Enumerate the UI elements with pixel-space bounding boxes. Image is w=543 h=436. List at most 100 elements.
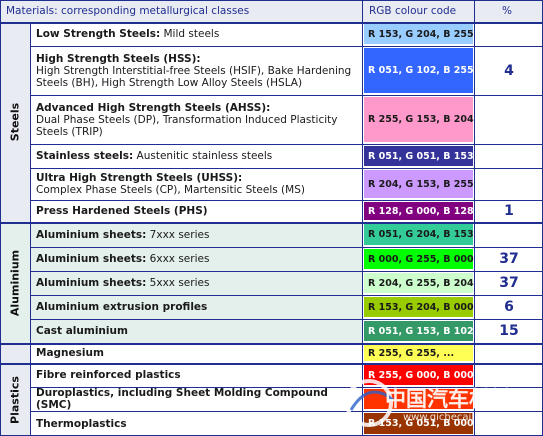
material-title: High Strength Steels (HSS):	[36, 52, 201, 65]
material-cell: Ultra High Strength Steels (UHSS): Comple…	[30, 168, 362, 200]
rgb-swatch: R 204, G 255, B 204	[364, 273, 474, 293]
rgb-swatch: R 128, G 000, B 128	[364, 202, 474, 220]
material-cell: Cast aluminium	[30, 319, 362, 343]
material-title: Duroplastics, including Sheet Molding Co…	[36, 387, 328, 411]
group-label-steels: Steels	[8, 102, 22, 142]
material-sub: Dual Phase Steels (DP), Transformation I…	[36, 113, 338, 138]
material-cell: Thermoplastics	[30, 411, 362, 436]
percent-value	[475, 411, 543, 436]
material-sub: Austenitic stainless steels	[136, 150, 273, 162]
column-divider-rgb	[362, 0, 363, 436]
rgb-swatch: R 051, G 153, B 102	[364, 321, 474, 341]
percent-value	[475, 363, 543, 387]
material-cell: Duroplastics, including Sheet Molding Co…	[30, 387, 362, 411]
rgb-swatch: R 051, G 051, B 153	[364, 146, 474, 166]
material-sub: Complex Phase Steels (CP), Martensitic S…	[36, 184, 305, 196]
group-divider	[30, 22, 31, 436]
material-sub: 5xxx series	[149, 277, 210, 289]
group-divider-line	[0, 363, 543, 365]
row-divider	[30, 271, 543, 272]
rgb-swatch: R 051, G 102, B 255	[364, 48, 474, 93]
material-cell: Aluminium extrusion profiles	[30, 295, 362, 319]
table-row: Cast aluminium R 051, G 153, B 102 15	[30, 319, 543, 343]
material-title: Press Hardened Steels (PHS)	[36, 205, 208, 217]
material-title: Thermoplastics	[36, 417, 127, 430]
material-sub: Mild steels	[163, 28, 220, 40]
percent-value	[475, 144, 543, 168]
material-cell: Press Hardened Steels (PHS)	[30, 200, 362, 222]
material-title: Fibre reinforced plastics	[36, 369, 181, 381]
table-row: High Strength Steels (HSS): High Strength…	[30, 46, 543, 95]
material-title: Aluminium extrusion profiles	[36, 301, 208, 313]
percent-value	[475, 222, 543, 247]
row-divider	[30, 95, 543, 96]
material-cell: Fibre reinforced plastics	[30, 363, 362, 387]
rgb-swatch: R 255, G 000, B 000	[364, 365, 474, 385]
material-cell: Advanced High Strength Steels (AHSS): Dua…	[30, 95, 362, 144]
table-row: Duroplastics, including Sheet Molding Co…	[30, 387, 543, 411]
rgb-swatch: R 204, G 153, B 255	[364, 170, 474, 198]
rgb-swatch: R 255, G 153, B 204	[364, 97, 474, 142]
table-row: Magnesium R 255, G 255, ...	[30, 343, 543, 363]
rgb-swatch: R 255, G 255, ...	[364, 345, 473, 361]
material-cell: Stainless steels: Austenitic stainless s…	[30, 144, 362, 168]
rgb-swatch: R 153, G 204, B 000	[364, 297, 474, 317]
material-cell: Low Strength Steels: Mild steels	[30, 22, 362, 46]
percent-value: 15	[499, 323, 519, 339]
percent-value	[475, 168, 543, 200]
row-divider	[30, 411, 543, 412]
group-aluminium: Aluminium	[0, 222, 30, 343]
group-magnesium	[0, 343, 30, 363]
rgb-swatch: R 153, G 204, B 255	[364, 24, 474, 44]
column-divider-percent	[474, 0, 475, 436]
group-divider-line	[0, 222, 543, 224]
row-divider	[30, 46, 543, 47]
header-divider	[0, 22, 543, 24]
table-row: Press Hardened Steels (PHS) R 128, G 000…	[30, 200, 543, 222]
material-sub: High Strength Interstitial-free Steels (…	[36, 64, 352, 89]
material-title: Ultra High Strength Steels (UHSS):	[36, 172, 243, 184]
table-row: Low Strength Steels: Mild steels R 153, …	[30, 22, 543, 46]
row-divider	[30, 168, 543, 169]
table-row: Aluminium extrusion profiles R 153, G 20…	[30, 295, 543, 319]
material-title: Stainless steels:	[36, 150, 134, 162]
material-cell: Magnesium	[30, 343, 362, 363]
percent-value	[475, 95, 543, 144]
material-sub: 6xxx series	[149, 253, 210, 265]
material-title: Cast aluminium	[36, 325, 128, 337]
group-divider-line	[0, 343, 543, 345]
material-cell: High Strength Steels (HSS): High Strength…	[30, 46, 362, 95]
material-title: Aluminium sheets:	[36, 277, 147, 289]
material-title: Aluminium sheets:	[36, 253, 147, 265]
material-title: Magnesium	[36, 347, 104, 359]
group-label-plastics: Plastics	[8, 375, 22, 424]
table-header: Materials: corresponding metallurgical c…	[0, 0, 543, 22]
percent-value	[475, 343, 543, 363]
border-top	[0, 0, 543, 1]
material-title: Aluminium sheets:	[36, 228, 147, 241]
border-left	[0, 0, 1, 436]
percent-value: 1	[504, 203, 514, 219]
percent-value: 4	[504, 62, 514, 79]
percent-value: 37	[499, 251, 519, 267]
group-label-aluminium: Aluminium	[8, 249, 22, 316]
table-row: Ultra High Strength Steels (UHSS): Comple…	[30, 168, 543, 200]
material-cell: Aluminium sheets: 7xxx series	[30, 222, 362, 247]
material-title: Advanced High Strength Steels (AHSS):	[36, 101, 271, 114]
rgb-swatch: R 051, G 204, B 153	[364, 224, 474, 245]
row-divider	[30, 247, 543, 248]
rgb-swatch	[364, 389, 473, 409]
row-divider	[30, 319, 543, 320]
table-row: Advanced High Strength Steels (AHSS): Dua…	[30, 95, 543, 144]
row-divider	[30, 387, 543, 388]
group-plastics: Plastics	[0, 363, 30, 436]
row-divider	[30, 200, 543, 201]
material-sub: 7xxx series	[149, 228, 210, 241]
percent-value	[475, 22, 543, 46]
header-rgb: RGB colour code	[369, 5, 457, 17]
table-row: Aluminium sheets: 6xxx series R 000, G 2…	[30, 247, 543, 271]
header-percent: %	[502, 5, 512, 17]
group-steels: Steels	[0, 22, 30, 222]
table-row: Stainless steels: Austenitic stainless s…	[30, 144, 543, 168]
